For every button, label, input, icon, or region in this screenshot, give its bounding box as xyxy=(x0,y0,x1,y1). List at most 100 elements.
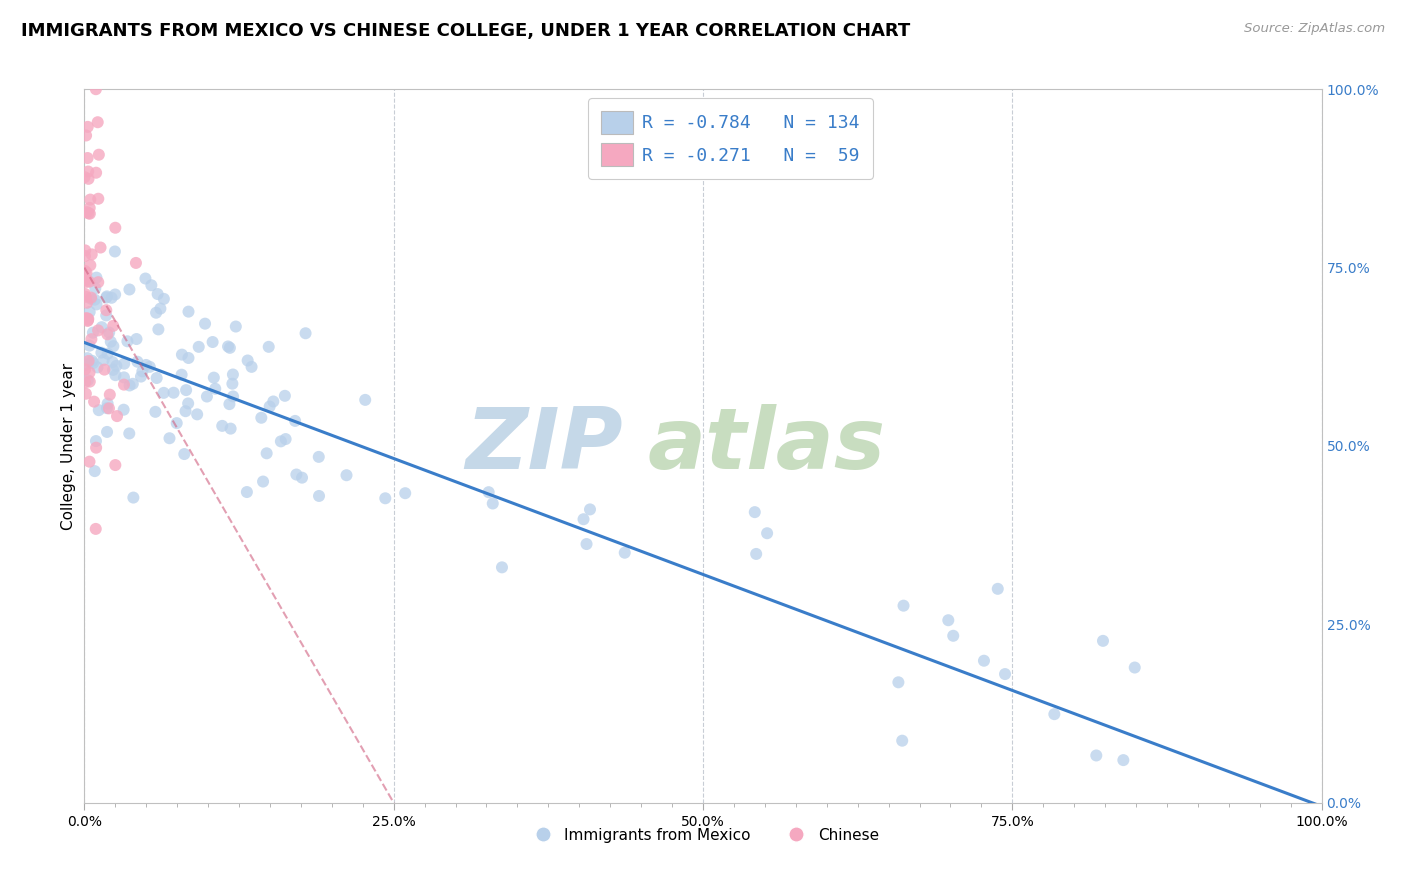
Point xyxy=(80,291,103,305)
Point xyxy=(187,340,209,354)
Point xyxy=(211,418,233,433)
Text: ZIP: ZIP xyxy=(465,404,623,488)
Point xyxy=(240,359,263,374)
Point xyxy=(374,491,396,506)
Point xyxy=(84,434,107,448)
Point xyxy=(79,193,101,207)
Point xyxy=(77,275,100,289)
Point xyxy=(1123,660,1146,674)
Point xyxy=(125,332,148,346)
Point xyxy=(129,369,152,384)
Point xyxy=(75,358,97,372)
Point xyxy=(202,370,225,384)
Point xyxy=(141,278,163,293)
Point xyxy=(942,629,965,643)
Point xyxy=(83,293,105,307)
Point xyxy=(76,314,98,328)
Point xyxy=(236,485,259,500)
Point xyxy=(79,338,101,352)
Point xyxy=(73,264,96,278)
Point xyxy=(104,458,127,472)
Point xyxy=(170,348,193,362)
Point xyxy=(90,345,112,359)
Point xyxy=(103,339,125,353)
Point xyxy=(221,376,243,391)
Point xyxy=(76,120,98,134)
Point xyxy=(77,312,100,326)
Point xyxy=(86,360,108,375)
Point xyxy=(222,368,245,382)
Point xyxy=(308,489,330,503)
Point xyxy=(96,327,118,342)
Point xyxy=(84,281,107,295)
Point xyxy=(75,266,97,280)
Point xyxy=(122,491,145,505)
Point xyxy=(101,318,124,333)
Point xyxy=(139,359,162,374)
Point xyxy=(579,502,602,516)
Point xyxy=(270,434,292,449)
Point xyxy=(97,346,120,360)
Legend: Immigrants from Mexico, Chinese: Immigrants from Mexico, Chinese xyxy=(522,822,884,848)
Point xyxy=(75,244,97,258)
Point xyxy=(236,353,259,368)
Point xyxy=(73,286,96,301)
Point xyxy=(121,376,143,391)
Point xyxy=(97,401,120,416)
Point xyxy=(104,220,127,235)
Text: IMMIGRANTS FROM MEXICO VS CHINESE COLLEGE, UNDER 1 YEAR CORRELATION CHART: IMMIGRANTS FROM MEXICO VS CHINESE COLLEG… xyxy=(21,22,910,40)
Point xyxy=(79,207,101,221)
Point xyxy=(100,291,122,305)
Point xyxy=(80,332,103,346)
Point xyxy=(76,373,98,387)
Point xyxy=(84,441,107,455)
Point xyxy=(105,359,128,373)
Point xyxy=(89,241,111,255)
Point xyxy=(98,387,121,401)
Point xyxy=(285,467,308,482)
Point xyxy=(76,295,98,310)
Point xyxy=(104,287,127,301)
Point xyxy=(294,326,316,341)
Point xyxy=(104,244,127,259)
Point xyxy=(105,409,128,423)
Point xyxy=(96,425,118,439)
Point xyxy=(82,356,104,370)
Point xyxy=(219,341,242,355)
Point xyxy=(84,166,107,180)
Point xyxy=(218,397,240,411)
Point xyxy=(173,447,195,461)
Point xyxy=(87,192,110,206)
Point xyxy=(174,383,197,397)
Point xyxy=(936,613,959,627)
Point xyxy=(86,115,108,129)
Point xyxy=(745,547,768,561)
Point xyxy=(112,377,135,392)
Y-axis label: College, Under 1 year: College, Under 1 year xyxy=(60,362,76,530)
Point xyxy=(82,326,104,340)
Point xyxy=(135,358,157,372)
Point xyxy=(274,432,297,446)
Point xyxy=(112,357,135,371)
Point xyxy=(75,311,97,326)
Point xyxy=(98,326,121,340)
Point xyxy=(1091,633,1114,648)
Point xyxy=(170,368,193,382)
Point xyxy=(194,317,217,331)
Point xyxy=(90,320,112,334)
Point xyxy=(77,171,100,186)
Point xyxy=(259,400,281,414)
Point xyxy=(96,289,118,303)
Point xyxy=(222,389,245,403)
Point xyxy=(75,376,97,390)
Point xyxy=(177,304,200,318)
Point xyxy=(335,468,357,483)
Point xyxy=(77,206,100,220)
Point xyxy=(1112,753,1135,767)
Point xyxy=(127,355,149,369)
Point xyxy=(131,364,153,378)
Point xyxy=(613,546,636,560)
Point xyxy=(145,405,167,419)
Point xyxy=(112,402,135,417)
Point xyxy=(146,287,169,301)
